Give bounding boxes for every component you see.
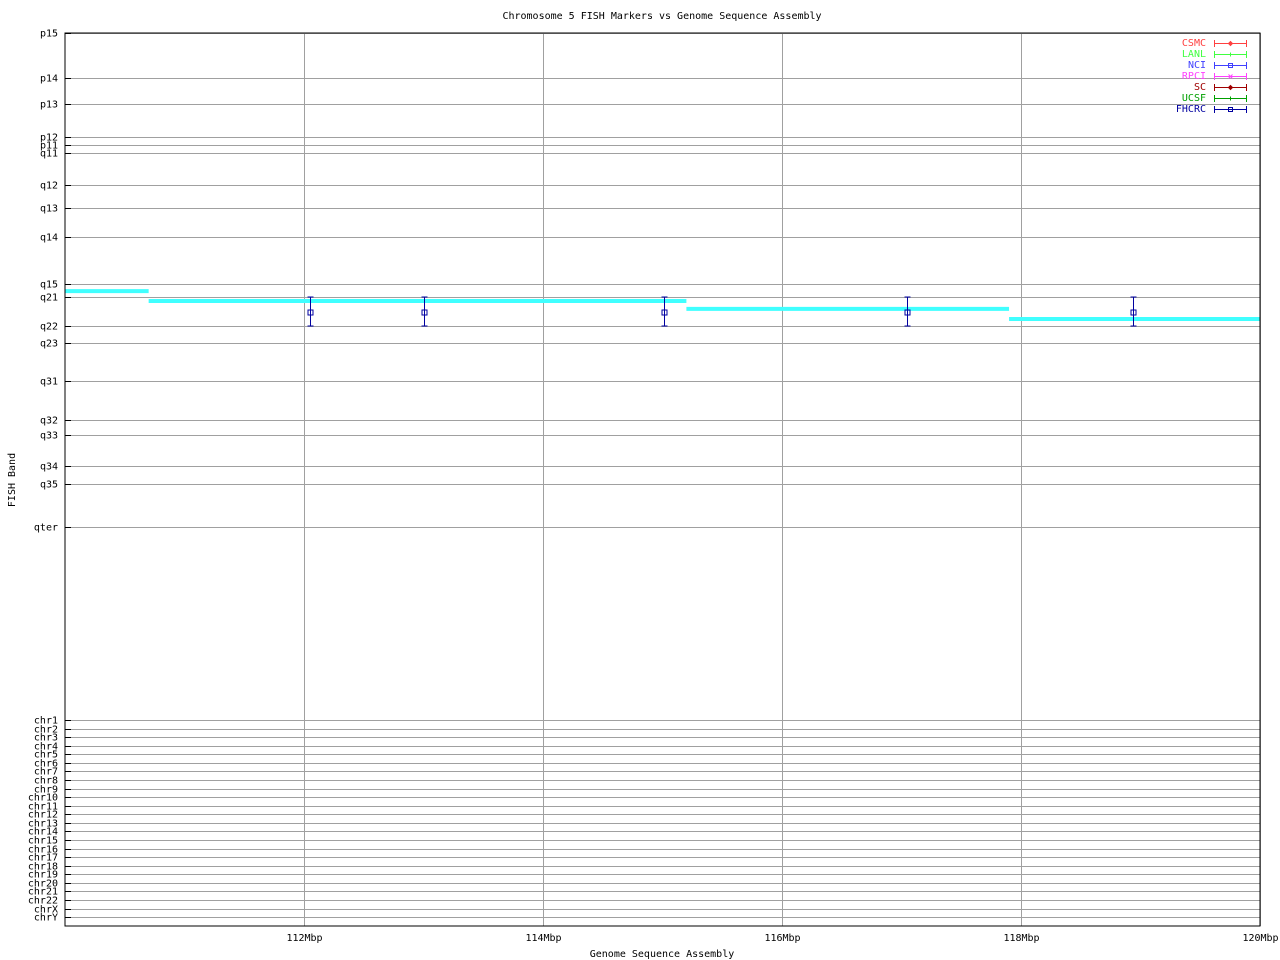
y-tick-label: q21 <box>40 293 58 304</box>
plot-border <box>64 32 1261 927</box>
y-axis-label: FISH Band <box>7 453 18 507</box>
y-tick-label: chr19 <box>28 870 58 881</box>
legend-label: CSMC <box>1182 38 1206 49</box>
legend-label: SC <box>1194 82 1206 93</box>
y-tick-label: qter <box>34 523 58 534</box>
y-tick-label: q35 <box>40 480 58 491</box>
y-tick-label: q32 <box>40 416 58 427</box>
y-tick-label: q31 <box>40 377 58 388</box>
y-tick-label: chr21 <box>28 887 58 898</box>
y-tick-label: chr4 <box>34 742 58 753</box>
y-tick-label: q22 <box>40 322 58 333</box>
y-tick-label: q15 <box>40 280 58 291</box>
legend-label: UCSF <box>1182 93 1206 104</box>
y-tick-label: chr3 <box>34 733 58 744</box>
y-tick-label: chrY <box>34 913 58 924</box>
y-tick-label: p13 <box>40 100 58 111</box>
y-tick-label: p11 <box>40 141 58 152</box>
x-tick-label: 120Mbp <box>1242 933 1278 944</box>
chart-title: Chromosome 5 FISH Markers vs Genome Sequ… <box>502 11 821 22</box>
y-tick-label: chr15 <box>28 836 58 847</box>
y-tick-label: q34 <box>40 462 58 473</box>
square-marker <box>421 309 428 316</box>
y-tick-label: chr17 <box>28 853 58 864</box>
y-tick-label: p15 <box>40 29 58 40</box>
y-tick-label: chr14 <box>28 827 58 838</box>
x-tick-label: 116Mbp <box>764 933 800 944</box>
y-tick-label: chr20 <box>28 879 58 890</box>
data-point <box>307 296 314 327</box>
square-icon <box>1228 107 1233 112</box>
x-tick-label: 118Mbp <box>1003 933 1039 944</box>
y-tick-label: chr2 <box>34 725 58 736</box>
y-tick-label: q33 <box>40 431 58 442</box>
legend-label: NCI <box>1188 60 1206 71</box>
data-point <box>421 296 428 327</box>
data-point <box>1130 296 1137 327</box>
y-tick-label: chr7 <box>34 767 58 778</box>
y-tick-label: chr11 <box>28 802 58 813</box>
y-tick-label: chr16 <box>28 845 58 856</box>
diamond-icon <box>1227 40 1234 47</box>
y-tick-label: p12 <box>40 133 58 144</box>
y-tick-label: chr5 <box>34 750 58 761</box>
y-tick-label: chr13 <box>28 819 58 830</box>
square-marker <box>661 309 668 316</box>
data-point <box>904 296 911 327</box>
y-tick-label: q13 <box>40 204 58 215</box>
y-tick-label: chr22 <box>28 896 58 907</box>
y-tick-label: q12 <box>40 181 58 192</box>
y-tick-label: chr18 <box>28 862 58 873</box>
y-tick-label: q14 <box>40 233 58 244</box>
square-marker <box>904 309 911 316</box>
square-marker <box>307 309 314 316</box>
x-tick-label: 114Mbp <box>525 933 561 944</box>
y-tick-label: q23 <box>40 339 58 350</box>
x-axis-label: Genome Sequence Assembly <box>590 949 735 960</box>
cross-icon <box>1228 74 1233 79</box>
y-tick-label: chr1 <box>34 716 58 727</box>
y-tick-label: chr12 <box>28 810 58 821</box>
y-tick-label: chr8 <box>34 776 58 787</box>
y-tick-label: chr9 <box>34 785 58 796</box>
y-tick-label: chr6 <box>34 759 58 770</box>
diamond-icon <box>1227 84 1234 91</box>
y-tick-label: chr10 <box>28 793 58 804</box>
legend-label: FHCRC <box>1176 104 1206 115</box>
square-icon <box>1228 63 1233 68</box>
x-tick-label: 112Mbp <box>286 933 322 944</box>
y-tick-label: p14 <box>40 74 58 85</box>
y-tick-label: chrX <box>34 905 58 916</box>
legend-label: LANL <box>1182 49 1206 60</box>
y-tick-label: q11 <box>40 149 58 160</box>
square-marker <box>1130 309 1137 316</box>
data-point <box>661 296 668 327</box>
legend-label: RPCI <box>1182 71 1206 82</box>
